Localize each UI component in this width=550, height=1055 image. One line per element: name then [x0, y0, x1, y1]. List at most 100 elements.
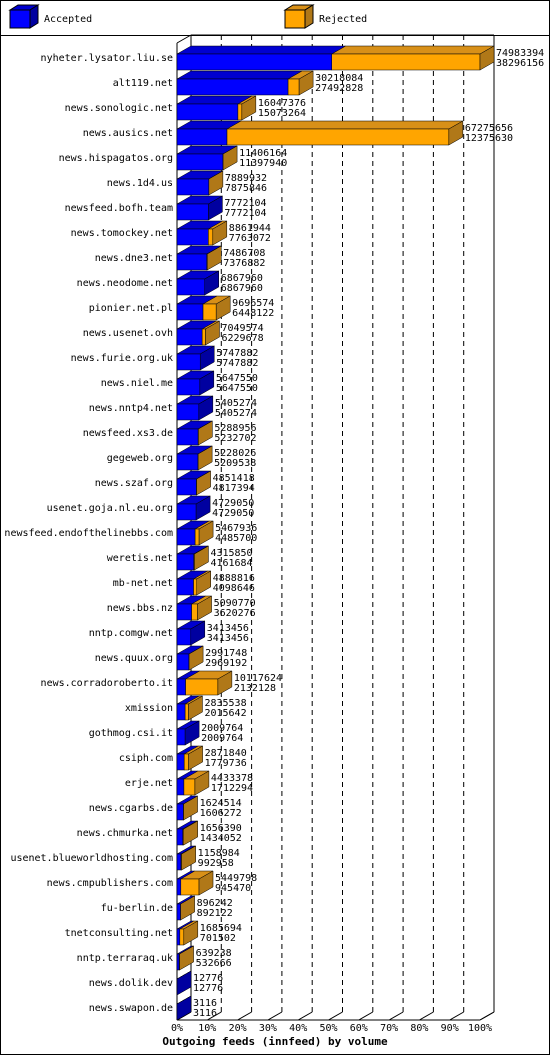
bar-side [448, 120, 464, 146]
bar-side [208, 170, 224, 196]
bar [176, 603, 192, 621]
x-tick-label: 70% [380, 1023, 398, 1034]
bar-side [188, 695, 203, 721]
total-label: 2835538 [204, 698, 246, 709]
value-label: 3413456 [207, 633, 249, 644]
x-tick-label: 30% [259, 1023, 277, 1034]
bar [201, 328, 206, 346]
x-tick [237, 1011, 252, 1021]
x-tick-label: 90% [441, 1023, 459, 1034]
x-tick-label: 20% [229, 1023, 247, 1034]
total-label: 1656390 [200, 823, 242, 834]
x-tick [479, 1011, 495, 1021]
total-label: 10117624 [234, 673, 282, 684]
bar-side [180, 895, 195, 921]
value-label: 11397940 [239, 158, 287, 169]
x-tick-label: 50% [319, 1023, 337, 1034]
value-label: 4817394 [213, 483, 255, 494]
bar [183, 778, 196, 796]
bar-side [197, 595, 212, 621]
bar-side [207, 245, 222, 271]
y-tick-label: news.dolik.dev [89, 978, 173, 989]
total-label: 8861944 [229, 223, 271, 234]
y-tick-label: alt119.net [113, 78, 173, 89]
bar [193, 578, 198, 596]
y-tick-label: news.sonologic.net [65, 103, 173, 114]
bar [176, 503, 197, 521]
bar [176, 53, 333, 71]
total-label: 30218084 [315, 73, 363, 84]
total-label: 4888816 [213, 573, 255, 584]
total-label: 2991748 [205, 648, 247, 659]
x-tick [358, 1011, 374, 1021]
y-tick-label: nntp.terraraq.uk [77, 953, 173, 964]
y-tick-label: csiph.com [119, 753, 173, 764]
bar [202, 303, 217, 321]
y-tick-label: news.ausics.net [83, 128, 173, 139]
total-label: 4851418 [213, 473, 255, 484]
y-tick-label: nyheter.lysator.liu.se [41, 53, 173, 64]
bar [237, 103, 243, 121]
y-tick-label: news.chmurka.net [77, 828, 173, 839]
top-left [176, 34, 192, 44]
legend-label: Rejected [319, 14, 367, 25]
y-tick-label: weretis.net [107, 553, 173, 564]
bar [185, 678, 219, 696]
bar [176, 828, 184, 846]
total-label: 2009764 [201, 723, 243, 734]
x-tick-label: 10% [198, 1023, 216, 1034]
bar [176, 203, 209, 221]
bar [176, 903, 181, 921]
total-label: 4315850 [210, 548, 252, 559]
total-label: 5747882 [216, 348, 258, 359]
bar [176, 653, 190, 671]
total-label: 16047376 [258, 98, 306, 109]
value-label: 4729050 [212, 508, 254, 519]
bar-side [204, 270, 220, 296]
value-label: 2015642 [204, 708, 246, 719]
value-label: 7772104 [224, 208, 266, 219]
y-tick-label: news.usenet.ovh [83, 328, 173, 339]
y-tick-label: nntp.comgw.net [89, 628, 173, 639]
bar [194, 528, 200, 546]
bar [180, 878, 200, 896]
bar [208, 228, 214, 246]
bar [176, 178, 210, 196]
y-tick-label: gothmog.csi.it [89, 728, 173, 739]
value-label: 1606272 [200, 808, 242, 819]
y-tick-label: gegeweb.org [107, 453, 173, 464]
bar-side [196, 470, 211, 496]
y-tick-label: mb-net.net [113, 578, 173, 589]
bar-side [298, 70, 314, 96]
value-label: 4485700 [215, 533, 257, 544]
bar [176, 403, 200, 421]
bar-top [226, 120, 464, 130]
y-tick-label: news.corradoroberto.it [41, 678, 173, 689]
value-label: 1779736 [205, 758, 247, 769]
bar-side [199, 345, 215, 371]
bar [176, 153, 224, 171]
bar-side [188, 645, 204, 671]
value-label: 3620276 [214, 608, 256, 619]
bar-side [479, 45, 495, 71]
bar-side [183, 795, 198, 821]
bar-side [198, 520, 214, 546]
bar [176, 253, 208, 271]
bar-side [215, 295, 231, 321]
x-tick [449, 1011, 464, 1021]
y-tick-label: news.niel.me [101, 378, 173, 389]
total-label: 5288956 [214, 423, 256, 434]
bar-side [190, 620, 206, 646]
value-label: 6448122 [232, 308, 274, 319]
x-tick-label: 40% [289, 1023, 307, 1034]
total-label: 12776 [193, 973, 223, 984]
y-tick-label: news.nntp4.net [89, 403, 173, 414]
y-tick-label: tnetconsulting.net [65, 928, 173, 939]
bar [176, 328, 203, 346]
total-label: 7486708 [223, 248, 265, 259]
y-tick-label: news.cmpublishers.com [47, 878, 173, 889]
bar [331, 53, 481, 71]
bar-side [188, 745, 203, 771]
